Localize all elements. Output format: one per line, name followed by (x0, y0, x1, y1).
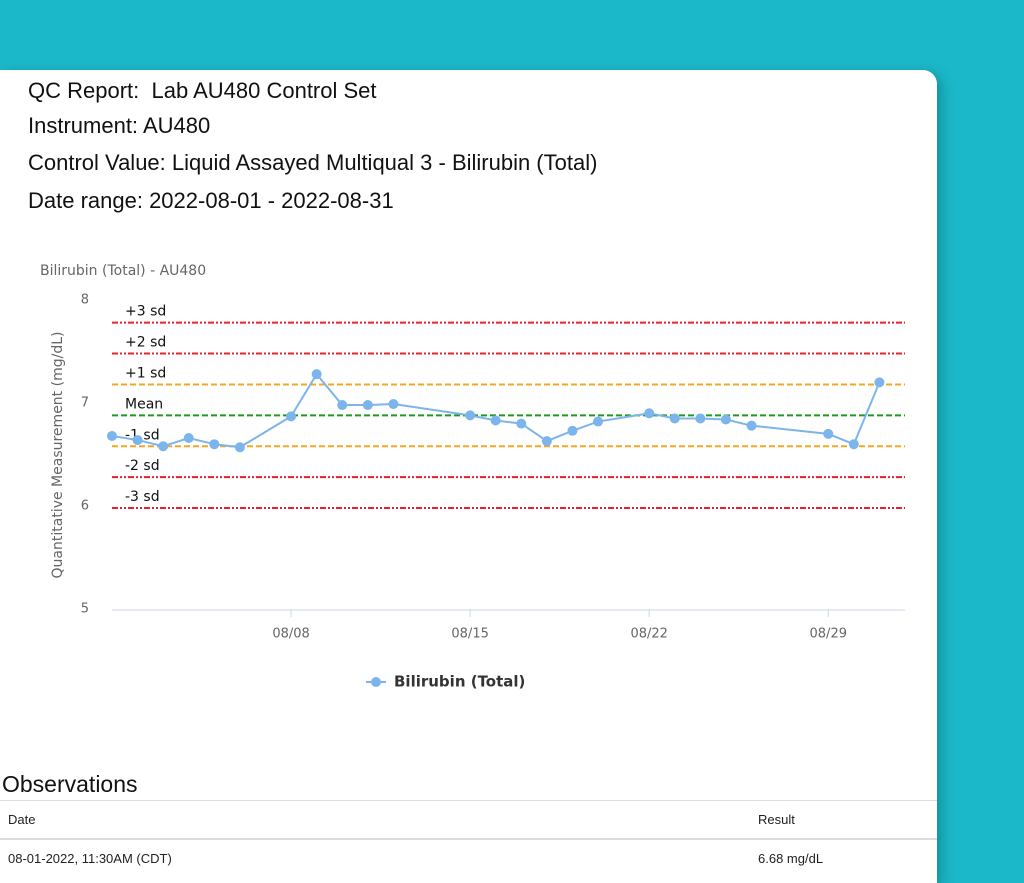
limit-label: -2 sd (125, 458, 160, 474)
data-point (848, 439, 859, 450)
x-tick-label: 08/08 (272, 627, 309, 642)
data-point (183, 433, 194, 444)
table-cell: 08-01-2022, 11:30AM (CDT) (0, 838, 750, 877)
x-tick-label: 08/29 (810, 627, 847, 642)
legend-label: Bilirubin (Total) (394, 673, 525, 691)
data-point (234, 442, 245, 453)
section-title: Observations (2, 771, 138, 797)
limit-label: +3 sd (125, 304, 166, 320)
data-point (593, 416, 604, 427)
limit-label: Mean (125, 396, 163, 412)
column-header: Result (750, 800, 937, 840)
instrument: Instrument: AU480 (28, 113, 211, 138)
data-point (669, 413, 680, 424)
data-point (311, 369, 322, 380)
column-header: Date (0, 800, 750, 840)
table-header: Date Result (0, 800, 937, 840)
data-point (337, 400, 348, 411)
data-point (516, 418, 527, 429)
limit-label: -3 sd (125, 489, 160, 505)
chart-title: Bilirubin (Total) - AU480 (40, 263, 206, 279)
table-cell: 6.68 mg/dL (750, 838, 937, 877)
report-title: QC Report: Lab AU480 Control Set (28, 78, 377, 103)
data-point (644, 408, 655, 419)
chart: Bilirubin (Total) - AU480 Quantitative M… (40, 263, 905, 691)
y-tick-label: 8 (81, 293, 89, 308)
y-tick-label: 6 (81, 499, 89, 514)
data-point (720, 414, 731, 425)
control-value: Control Value: Liquid Assayed Multiqual … (28, 150, 598, 175)
data-point (132, 435, 143, 446)
observations-table: Date Result 08-01-2022, 11:30AM (CDT) 6.… (0, 800, 937, 877)
data-point (388, 399, 399, 410)
data-point (746, 420, 757, 431)
date-range: Date range: 2022-08-01 - 2022-08-31 (28, 188, 394, 213)
data-point (209, 439, 220, 450)
data-point (541, 436, 552, 447)
data-point (362, 400, 373, 411)
x-tick-label: 08/22 (630, 627, 667, 642)
table-row: 08-01-2022, 11:30AM (CDT) 6.68 mg/dL (0, 838, 937, 877)
y-tick-label: 5 (81, 602, 89, 617)
data-point (874, 377, 885, 388)
limit-label: +1 sd (125, 365, 166, 381)
x-tick-label: 08/15 (451, 627, 488, 642)
limit-label: +2 sd (125, 335, 166, 351)
y-axis-label: Quantitative Measurement (mg/dL) (50, 332, 66, 579)
data-point (286, 411, 297, 422)
data-point (158, 441, 169, 452)
data-point (823, 428, 834, 439)
data-point (107, 430, 117, 441)
data-point (465, 410, 476, 421)
data-point (490, 415, 501, 426)
legend-symbol (371, 677, 381, 687)
data-point (567, 425, 578, 436)
y-tick-label: 7 (81, 396, 89, 411)
data-point (695, 413, 706, 424)
